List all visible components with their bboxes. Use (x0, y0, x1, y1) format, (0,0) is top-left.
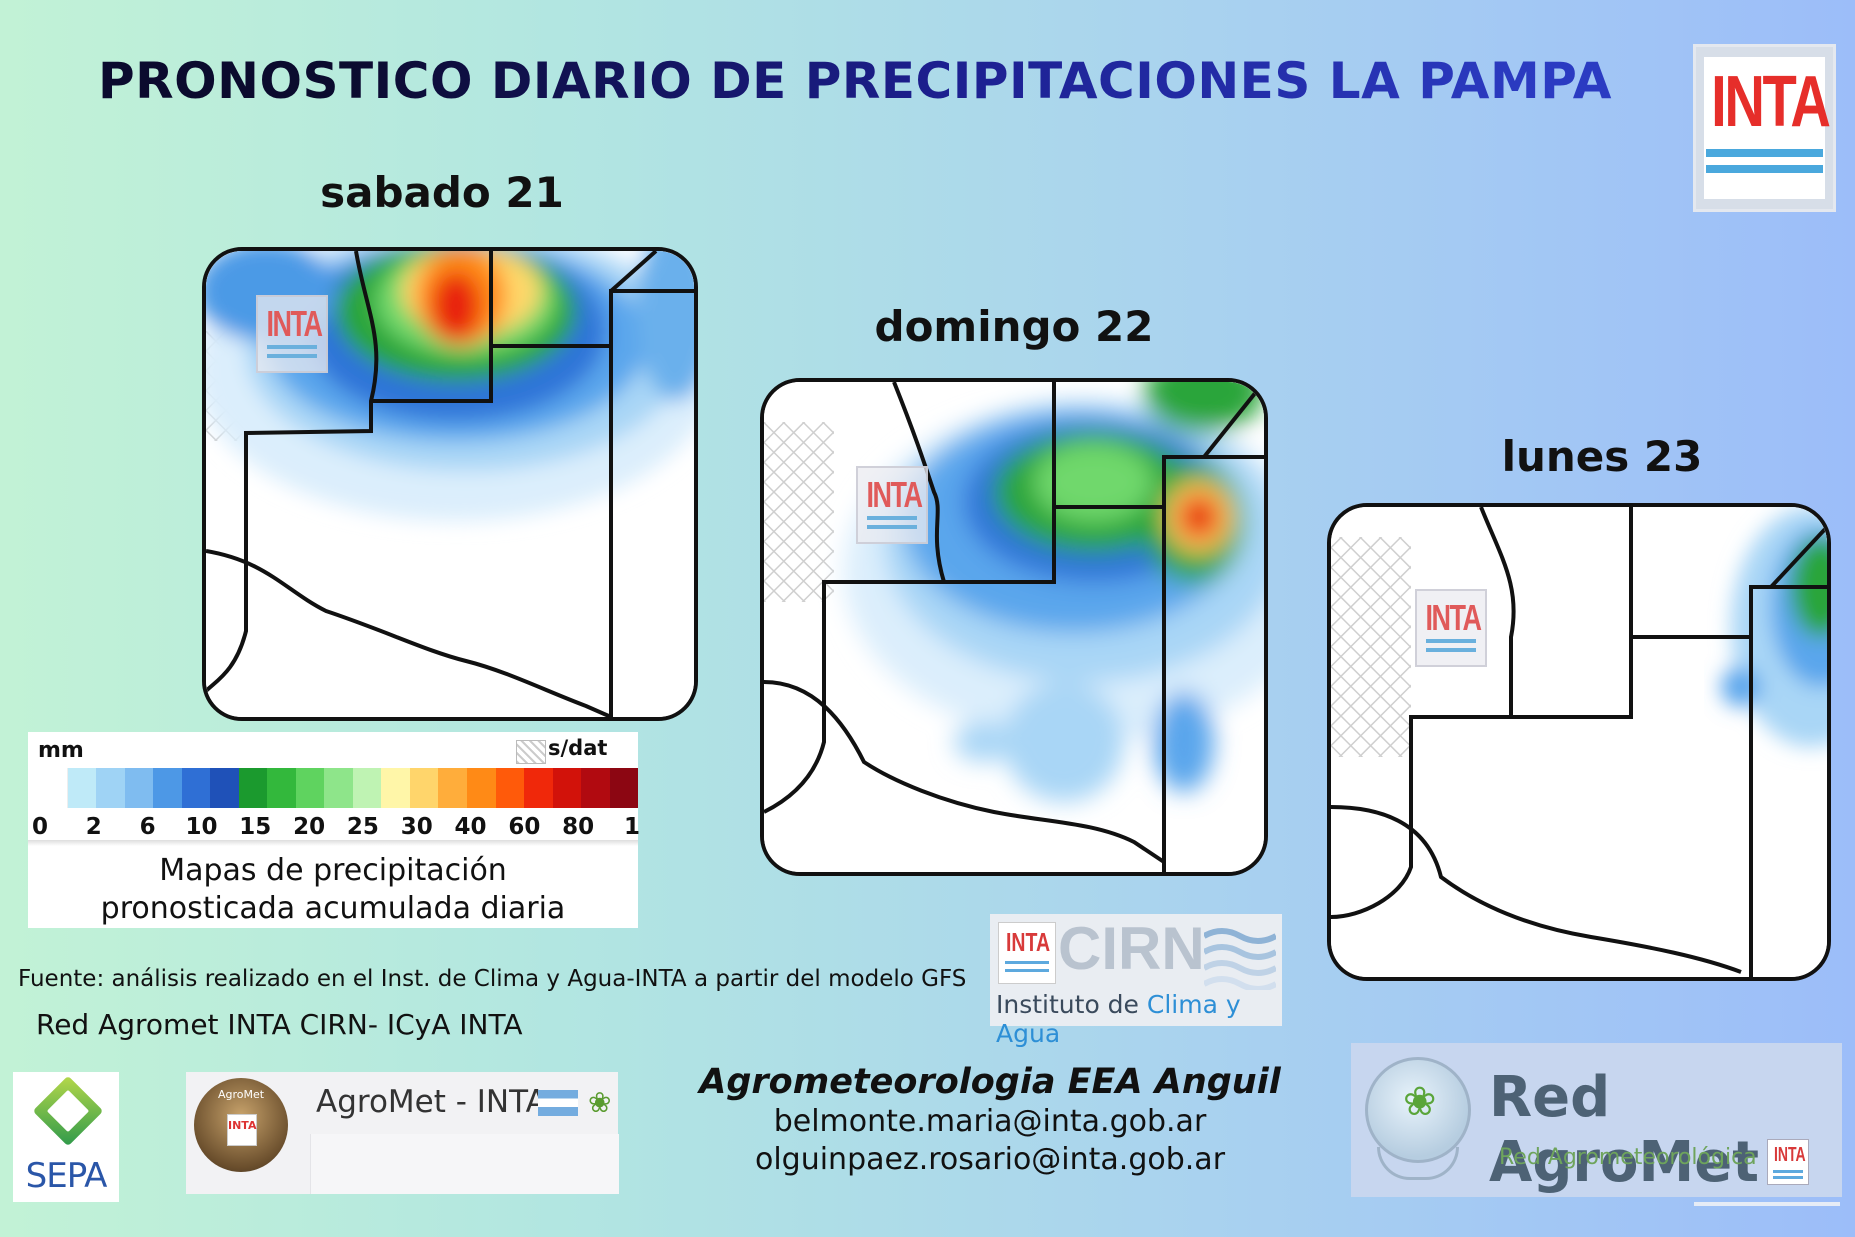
precipitation-map-day2: INTA (760, 378, 1268, 876)
legend-swatch (524, 768, 553, 808)
leaf-icon: ❀ (1403, 1079, 1437, 1125)
legend-tick-label: 10 (185, 814, 218, 840)
legend-swatch (466, 768, 496, 808)
legend-tick-label: 25 (346, 814, 379, 840)
legend-tick-label: 60 (508, 814, 541, 840)
legend-tick-label: 1 (623, 814, 641, 840)
legend-swatch (238, 768, 268, 808)
legend-swatch (153, 768, 182, 808)
agromet-profile-card[interactable]: AgroMet INTA AgroMet - INTA ❀ (186, 1072, 619, 1194)
legend-swatch (438, 768, 467, 808)
page-title: PRONOSTICO DIARIO DE PRECIPITACIONES LA … (0, 52, 1710, 110)
day-label-3: lunes 23 (1501, 432, 1703, 481)
legend-tick-label: 40 (454, 814, 487, 840)
sepa-logo: SEPA (13, 1072, 119, 1202)
legend-swatch (67, 768, 97, 808)
legend-swatch (267, 768, 296, 808)
red-agromet-logo: ❀ Red AgroMet Red Agrometeorológica INTA (1351, 1043, 1842, 1197)
legend-tick-label: 80 (562, 814, 595, 840)
legend-tick-label: 6 (139, 814, 156, 840)
avatar: AgroMet INTA (194, 1078, 288, 1172)
legend-swatch (381, 768, 410, 808)
legend-tick-label: 30 (400, 814, 433, 840)
day-label-2: domingo 22 (874, 302, 1154, 351)
legend-swatch (181, 768, 211, 808)
legend-swatch (38, 768, 68, 808)
contact-email-1[interactable]: belmonte.maria@inta.gob.ar (773, 1104, 1207, 1139)
legend-swatch (210, 768, 239, 808)
legend-swatch (124, 768, 154, 808)
inta-watermark-icon: INTA (856, 466, 928, 544)
legend-tick-label: 20 (293, 814, 326, 840)
contact-title: Agrometeorologia EEA Anguil (699, 1062, 1281, 1102)
inta-logo: INTA (1693, 44, 1836, 212)
cirn-wordmark: CIRN (1058, 915, 1205, 982)
legend-tick-label: 2 (85, 814, 102, 840)
legend-swatch (352, 768, 382, 808)
legend-swatch (609, 768, 639, 808)
cirn-subtitle: Instituto de Clima y Agua (996, 990, 1241, 1048)
inta-watermark-icon: INTA (256, 295, 328, 373)
legend-caption-line1: Mapas de precipitación (159, 853, 507, 888)
globe-icon (1365, 1057, 1471, 1163)
legend-swatch (409, 768, 439, 808)
source-note: Fuente: análisis realizado en el Inst. d… (18, 966, 967, 992)
inta-badge-icon: INTA (1767, 1139, 1809, 1185)
legend-unit: mm (38, 738, 84, 763)
red-agromet-name: Red AgroMet (1489, 1065, 1759, 1195)
precipitation-map-day1: INTA (202, 247, 698, 721)
no-data-hatch-icon (516, 740, 546, 764)
sprout-icon: ❀ (588, 1086, 612, 1119)
waves-icon (1204, 928, 1276, 990)
network-credit: Red Agromet INTA CIRN- ICyA INTA (36, 1008, 523, 1041)
contact-email-2[interactable]: olguinpaez.rosario@inta.gob.ar (754, 1142, 1226, 1177)
sepa-logo-text: SEPA (25, 1156, 108, 1196)
legend-color-bar (38, 768, 639, 808)
inta-badge-icon: INTA (998, 922, 1056, 984)
argentina-flag-icon (538, 1090, 578, 1116)
legend-swatch (552, 768, 582, 808)
legend-caption-line2: pronosticada acumulada diaria (100, 891, 566, 926)
legend-tick-label: 0 (31, 814, 49, 840)
inta-watermark-icon: INTA (1415, 589, 1487, 667)
legend-swatch (581, 768, 610, 808)
legend-tick-label: 15 (239, 814, 272, 840)
legend-swatch (96, 768, 125, 808)
precipitation-legend: mm s/dat 0 2 6 10 15 20 25 30 40 60 80 1 Mapas de p… (28, 732, 640, 928)
legend-ticks: 0 2 6 10 15 20 25 30 40 60 80 1 (28, 814, 668, 842)
precipitation-map-day3: INTA (1327, 503, 1831, 981)
legend-swatch (324, 768, 353, 808)
cirn-logo: INTA CIRN Instituto de Clima y Agua (990, 914, 1282, 1048)
red-agromet-subtitle: Red Agrometeorológica (1499, 1145, 1757, 1170)
legend-caption: Mapas de precipitación pronosticada acum… (28, 852, 638, 928)
legend-no-data-label: s/dat (548, 736, 608, 760)
legend-swatch (295, 768, 325, 808)
day-label-1: sabado 21 (320, 168, 564, 217)
inta-logo-text: INTA (1711, 62, 1831, 142)
legend-swatch (495, 768, 525, 808)
agromet-profile-name: AgroMet - INTA (316, 1084, 547, 1120)
